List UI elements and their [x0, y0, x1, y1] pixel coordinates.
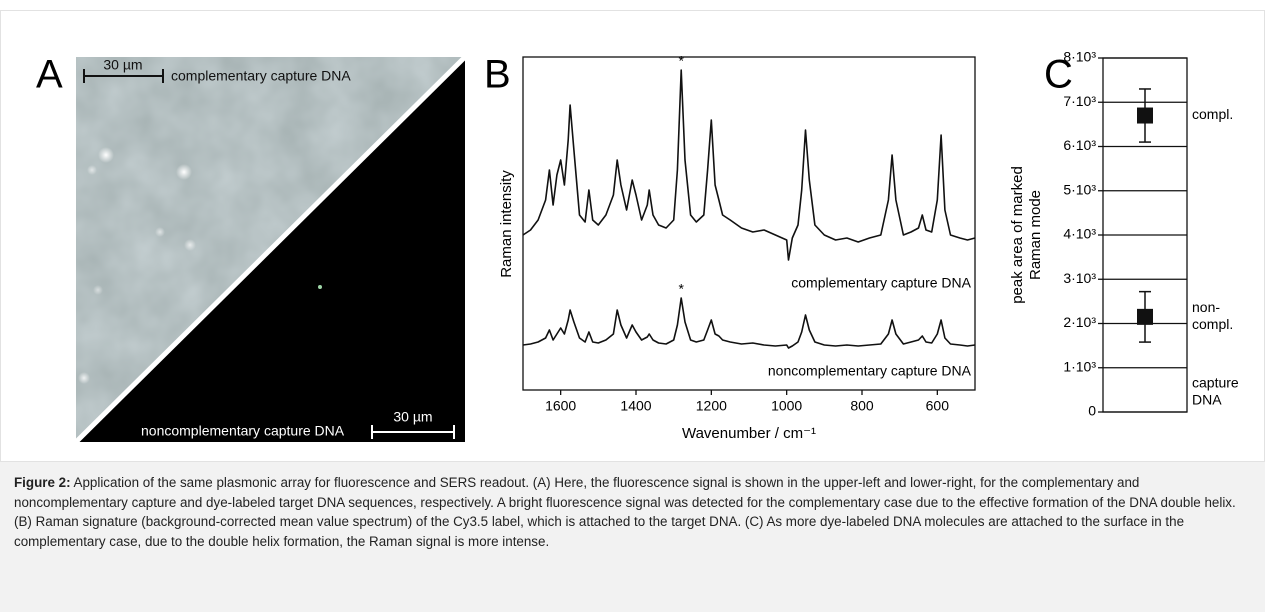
region-label: noncomplementary capture DNA: [141, 423, 345, 439]
fluorescence-spot: [93, 285, 103, 295]
y-axis-label: Raman mode: [1027, 190, 1044, 280]
x-tick-label: 800: [850, 398, 874, 414]
x-tick-label: 1400: [620, 398, 651, 414]
peak-marker: *: [678, 281, 684, 297]
x-tick-label: 600: [926, 398, 950, 414]
panel-letter: C: [1044, 53, 1073, 97]
plot-frame: [1102, 57, 1188, 413]
panel-letter: B: [484, 53, 511, 97]
fluorescence-spot: [78, 372, 90, 384]
fluorescence-spot: [155, 227, 165, 237]
y-axis-label: peak area of marked: [1009, 166, 1026, 304]
y-axis-label: Raman intensity: [498, 170, 515, 278]
y-tick-label: 5·10³: [1063, 181, 1096, 197]
x-axis-label: Wavenumber / cm⁻¹: [682, 425, 816, 442]
series-label: complementary capture DNA: [791, 275, 971, 291]
spectrum-line: [522, 297, 976, 349]
fluorescence-spot: [87, 165, 97, 175]
caption-label: Figure 2:: [14, 475, 71, 490]
y-tick-label: 3·10³: [1063, 270, 1096, 286]
caption-text: Application of the same plasmonic array …: [14, 475, 1236, 549]
x-tick-label: 1600: [545, 398, 576, 414]
caption: Figure 2: Application of the same plasmo…: [0, 462, 1265, 612]
peak-marker: *: [678, 53, 684, 69]
point-label: capture: [1192, 374, 1239, 390]
data-point: [1137, 107, 1153, 124]
spectrum-line: [522, 69, 976, 261]
x-tick-label: 1000: [771, 398, 802, 414]
y-tick-label: 1·10³: [1063, 358, 1096, 374]
y-tick-label: 2·10³: [1063, 314, 1096, 330]
series-label: noncomplementary capture DNA: [768, 363, 972, 379]
panel-letter: A: [36, 53, 63, 97]
scale-label: 30 µm: [103, 57, 142, 73]
plot-frame: [522, 56, 976, 391]
fluorescence-spot: [98, 147, 114, 163]
scale-label: 30 µm: [393, 409, 432, 425]
x-tick-label: 1200: [696, 398, 727, 414]
y-tick-label: 4·10³: [1063, 226, 1096, 242]
y-tick-label: 0: [1088, 403, 1096, 419]
diagonal-divider: [74, 55, 467, 444]
y-tick-label: 6·10³: [1063, 137, 1096, 153]
y-tick-label: 8·10³: [1063, 49, 1096, 65]
region-label: complementary capture DNA: [171, 68, 351, 84]
fluorescence-spot: [176, 164, 192, 180]
fluorescence-spot: [184, 239, 196, 251]
point-label: compl.: [1192, 106, 1233, 122]
panel-a: A 30 µm complementary capture DNA 30 µm …: [36, 53, 467, 444]
point-label: compl.: [1192, 316, 1233, 332]
charts: B 1600 1400 1200 1000 800 600 Wavenumber / cm⁻¹…: [484, 49, 1239, 442]
y-tick-label: 7·10³: [1063, 93, 1096, 109]
point-label: DNA: [1192, 391, 1222, 407]
fluorescence-spot: [318, 285, 322, 289]
point-label: non-: [1192, 299, 1220, 315]
data-point: [1137, 308, 1153, 325]
